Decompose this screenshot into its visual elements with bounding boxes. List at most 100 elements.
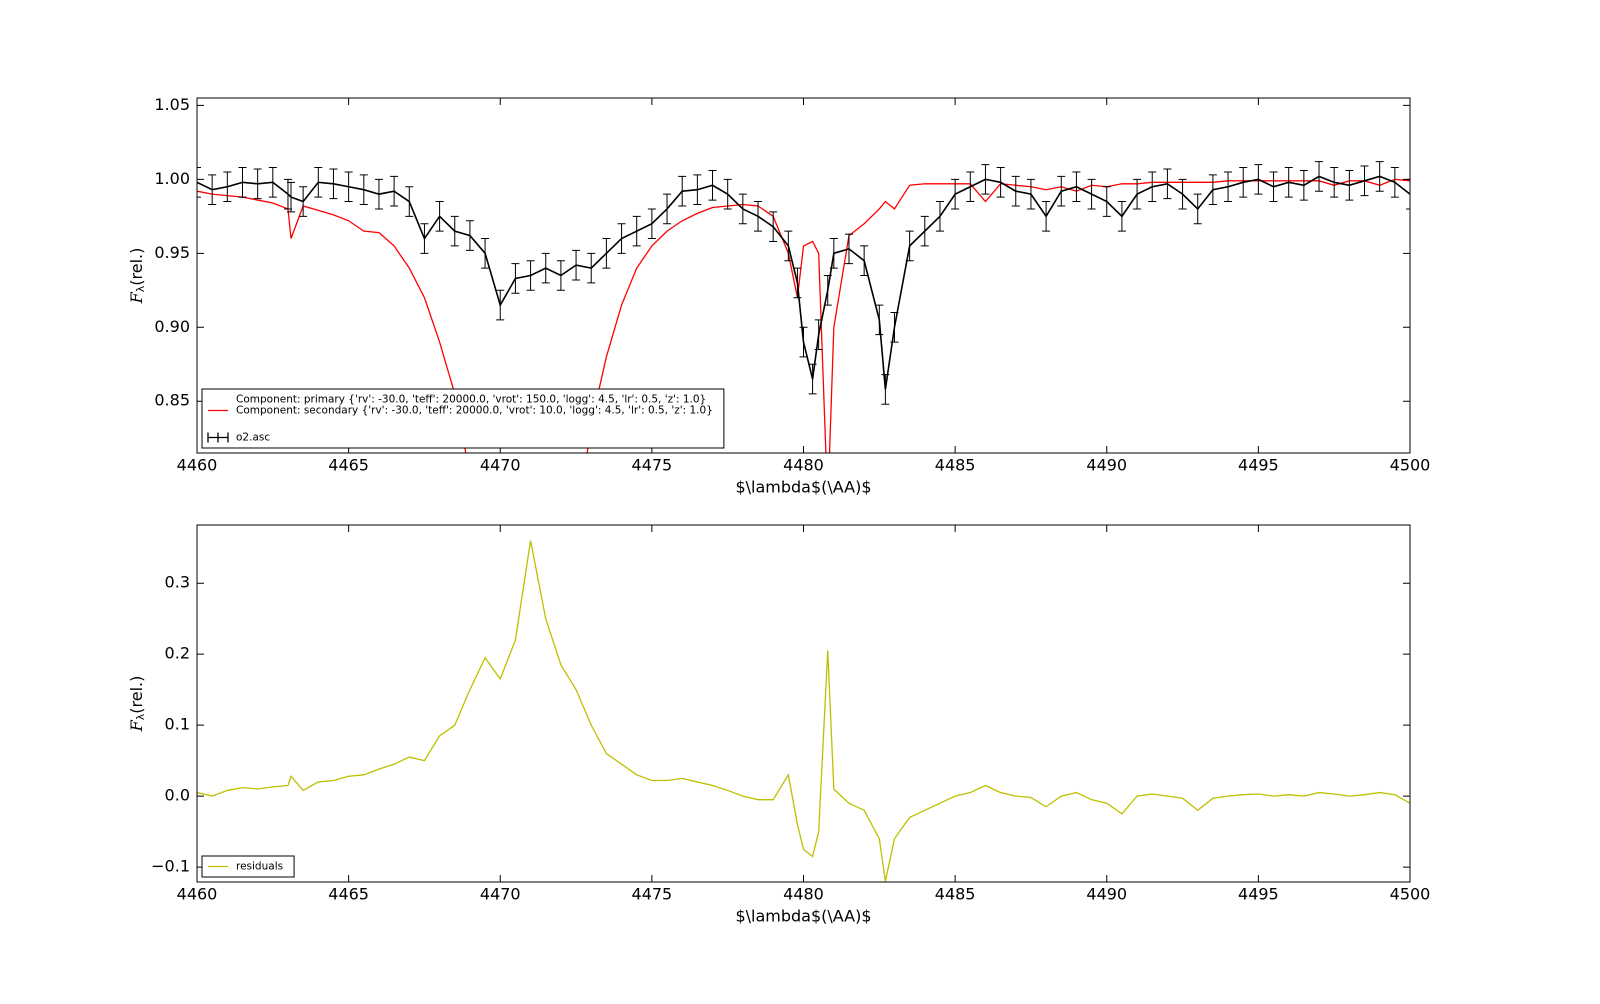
legend-swatch xyxy=(207,432,229,443)
y-axis-symbol: F xyxy=(127,291,146,304)
error-bar xyxy=(754,201,763,232)
error-bar xyxy=(1163,168,1172,200)
error-bar xyxy=(1026,178,1035,210)
x-axis-label: $\lambda$(\AA)$ xyxy=(735,907,871,926)
legend-label: Component: secondary {'rv': -30.0, 'teff… xyxy=(236,405,713,417)
error-bar xyxy=(1375,161,1384,192)
data-line xyxy=(197,175,1410,390)
error-bar xyxy=(693,174,702,205)
error-bar xyxy=(875,304,884,336)
y-axis-label: Fλ(rel.) xyxy=(127,248,148,305)
y-axis-subscript: λ xyxy=(134,713,147,720)
error-bar xyxy=(844,233,853,265)
error-bar xyxy=(481,238,490,269)
error-bar xyxy=(511,263,520,294)
error-bar xyxy=(268,167,277,198)
error-bar xyxy=(572,249,581,281)
x-tick-label: 4470 xyxy=(480,885,521,904)
y-tick-label: 0.95 xyxy=(154,243,190,262)
legend-box xyxy=(201,855,295,878)
error-bar xyxy=(1224,171,1233,203)
error-bar xyxy=(359,174,368,205)
y-tick-label: 0.0 xyxy=(165,786,190,805)
y-tick-label: 0.3 xyxy=(165,573,190,592)
y-axis-unit: (rel.) xyxy=(127,248,146,286)
plot-area xyxy=(197,525,1410,882)
x-tick-label: 4495 xyxy=(1238,885,1279,904)
x-tick-label: 4460 xyxy=(177,456,218,475)
y-tick-label: 0.90 xyxy=(154,317,190,336)
plot-marks xyxy=(197,540,1410,882)
error-bar xyxy=(299,186,308,217)
error-bar xyxy=(1315,161,1324,192)
error-bar xyxy=(450,215,459,247)
y-tick-label: −0.1 xyxy=(151,857,190,876)
x-tick-label: 4480 xyxy=(783,885,824,904)
error-bar xyxy=(663,193,672,225)
y-tick-label: 0.1 xyxy=(165,715,190,734)
x-tick-label: 4475 xyxy=(632,456,673,475)
error-bar xyxy=(1178,178,1187,210)
subplot: 4460 4465 4470 4475 4480 4485 4490 4495 4500 0.85… xyxy=(127,95,1431,497)
legend: residuals xyxy=(201,855,295,878)
error-bar xyxy=(556,260,565,291)
error-bar xyxy=(1239,167,1248,198)
x-axis-label: $\lambda$(\AA)$ xyxy=(735,478,871,497)
x-tick-label: 4495 xyxy=(1238,456,1279,475)
error-bar xyxy=(617,223,626,254)
error-bar xyxy=(1072,171,1081,203)
legend-label: Component: primary {'rv': -30.0, 'teff':… xyxy=(236,394,706,406)
y-tick-label: 0.2 xyxy=(165,644,190,663)
error-bar xyxy=(1011,175,1020,207)
y-tick-label: 0.85 xyxy=(154,391,190,410)
data-line xyxy=(197,540,1410,882)
error-bar xyxy=(814,319,823,350)
error-bar xyxy=(587,252,596,284)
x-tick-label: 4475 xyxy=(632,885,673,904)
error-bar xyxy=(1284,167,1293,198)
y-axis-subscript: λ xyxy=(134,285,147,292)
legend-label: o2.asc xyxy=(236,432,270,444)
error-bar xyxy=(1102,186,1111,217)
error-bar xyxy=(405,186,414,217)
error-bar xyxy=(420,223,429,254)
error-bar xyxy=(329,168,338,200)
error-bar xyxy=(435,201,444,232)
error-bar xyxy=(344,171,353,203)
error-bar xyxy=(784,230,793,262)
legend: Component: primary {'rv': -30.0, 'teff':… xyxy=(201,388,725,449)
error-bar xyxy=(1087,178,1096,210)
error-bar xyxy=(287,181,296,213)
error-bar xyxy=(808,363,817,395)
x-tick-label: 4500 xyxy=(1390,456,1431,475)
error-bar xyxy=(1299,169,1308,201)
error-bar xyxy=(647,208,656,240)
error-bar xyxy=(881,374,890,405)
error-bar xyxy=(496,289,505,321)
error-bar xyxy=(1193,193,1202,225)
y-tick-label: 1.00 xyxy=(154,169,190,188)
y-axis-unit: (rel.) xyxy=(127,676,146,714)
error-bar xyxy=(1042,201,1051,232)
error-bar xyxy=(799,326,808,358)
error-bar xyxy=(223,171,232,203)
error-bar xyxy=(793,267,802,299)
error-bar xyxy=(1133,178,1142,210)
error-bar xyxy=(966,171,975,203)
error-bar xyxy=(890,311,899,343)
error-bar xyxy=(996,167,1005,198)
subplot: 4460 4465 4470 4475 4480 4485 4490 4495 4500 −0.1… xyxy=(127,524,1430,926)
y-axis-label: Fλ(rel.) xyxy=(127,676,148,733)
y-axis-symbol: F xyxy=(127,719,146,732)
error-bar xyxy=(197,167,201,198)
error-bar xyxy=(860,245,869,276)
x-tick-label: 4470 xyxy=(480,456,521,475)
error-bar xyxy=(738,193,747,225)
error-bar xyxy=(1208,174,1217,205)
y-tick-label: 1.05 xyxy=(154,95,190,114)
x-tick-label: 4485 xyxy=(935,456,976,475)
error-bar xyxy=(238,167,247,198)
error-bar xyxy=(951,178,960,210)
error-bar xyxy=(390,175,399,207)
